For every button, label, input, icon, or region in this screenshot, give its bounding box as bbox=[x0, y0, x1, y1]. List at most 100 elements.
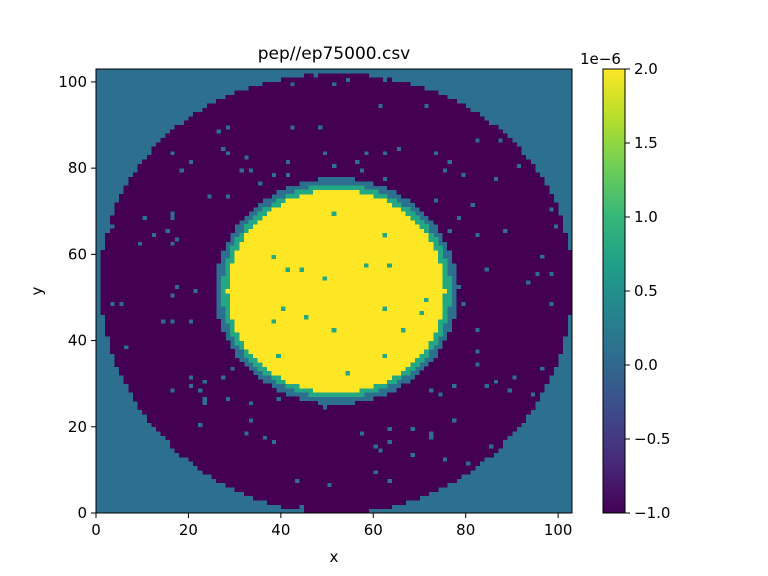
heatmap-cell bbox=[151, 146, 222, 152]
heatmap-cell bbox=[239, 232, 245, 238]
heatmap-cell bbox=[437, 228, 448, 234]
heatmap-cell bbox=[109, 349, 236, 354]
heatmap-cell bbox=[276, 198, 286, 204]
heatmap-cell bbox=[308, 314, 444, 320]
heatmap-cell bbox=[109, 219, 240, 225]
heatmap-cell bbox=[544, 254, 573, 260]
heatmap-cell bbox=[470, 461, 480, 466]
heatmap-cell bbox=[387, 232, 430, 238]
heatmap-cell bbox=[502, 137, 513, 143]
heatmap-cell bbox=[285, 306, 383, 311]
heatmap-cell bbox=[327, 275, 444, 281]
colorbar-gradient bbox=[602, 68, 626, 514]
heatmap-cell bbox=[368, 150, 383, 156]
heatmap-cell bbox=[169, 439, 273, 445]
heatmap-cell bbox=[428, 232, 434, 238]
heatmap-cell bbox=[493, 444, 504, 449]
heatmap-cell bbox=[451, 323, 568, 329]
heatmap-cell bbox=[299, 194, 374, 199]
heatmap-cell bbox=[442, 314, 448, 320]
heatmap-cell bbox=[387, 392, 439, 398]
heatmap-cell bbox=[303, 504, 393, 510]
heatmap-cell bbox=[128, 383, 189, 389]
heatmap-cell bbox=[294, 189, 314, 195]
heatmap-cell bbox=[479, 362, 559, 367]
heatmap-cell bbox=[401, 383, 453, 389]
heatmap-cell bbox=[193, 112, 480, 117]
heatmap-cell bbox=[100, 280, 217, 285]
heatmap-cell bbox=[442, 306, 448, 311]
heatmap-cell bbox=[442, 310, 448, 316]
heatmap-cell bbox=[401, 206, 411, 212]
heatmap-cell bbox=[488, 383, 545, 389]
heatmap-cell bbox=[160, 431, 245, 436]
heatmap-cell bbox=[100, 301, 111, 307]
heatmap-cell bbox=[266, 366, 407, 372]
heatmap-cell bbox=[391, 375, 402, 380]
colorbar-tick-label: 1.5 bbox=[634, 134, 658, 152]
heatmap-cell bbox=[206, 400, 249, 406]
heatmap-cell bbox=[119, 370, 254, 376]
heatmap-cell bbox=[137, 168, 180, 173]
heatmap-cell bbox=[414, 219, 425, 225]
heatmap-cell bbox=[174, 241, 226, 247]
heatmap-cell bbox=[387, 150, 434, 156]
plot-area bbox=[96, 69, 573, 514]
heatmap-cell bbox=[100, 258, 222, 264]
heatmap-cell bbox=[456, 280, 527, 285]
heatmap-cell bbox=[248, 219, 259, 225]
heatmap-cell bbox=[276, 353, 282, 359]
heatmap-cell bbox=[230, 297, 425, 303]
heatmap-cell bbox=[442, 301, 453, 307]
heatmap-cell bbox=[336, 163, 517, 169]
heatmap-cell bbox=[266, 500, 407, 505]
heatmap-cell bbox=[137, 400, 203, 406]
heatmap-cell bbox=[137, 163, 333, 169]
heatmap-cell bbox=[535, 392, 541, 398]
heatmap-cell bbox=[285, 383, 300, 389]
heatmap-cell bbox=[382, 448, 499, 454]
heatmap-cell bbox=[327, 150, 365, 156]
heatmap-cell bbox=[419, 224, 430, 229]
heatmap-cell bbox=[442, 344, 564, 350]
heatmap-cell bbox=[128, 181, 259, 186]
heatmap-cell bbox=[114, 301, 120, 307]
heatmap-cell bbox=[405, 327, 439, 333]
heatmap-cell bbox=[105, 323, 222, 329]
heatmap-cell bbox=[174, 387, 199, 393]
heatmap-cell bbox=[299, 383, 374, 389]
heatmap-cell bbox=[276, 172, 286, 178]
heatmap-cell bbox=[174, 448, 379, 454]
heatmap-cell bbox=[206, 379, 263, 385]
heatmap-cell bbox=[424, 297, 430, 303]
heatmap-cell bbox=[230, 310, 420, 316]
heatmap-cell bbox=[331, 211, 337, 216]
heatmap-cell bbox=[530, 280, 573, 285]
heatmap-cell bbox=[442, 297, 453, 303]
heatmap-cell bbox=[359, 387, 379, 393]
heatmap-cell bbox=[105, 241, 138, 247]
heatmap-cell bbox=[230, 254, 236, 260]
heatmap-cell bbox=[424, 366, 541, 372]
heatmap-cell bbox=[100, 284, 175, 290]
heatmap-cell bbox=[230, 267, 286, 273]
heatmap-cell bbox=[442, 280, 453, 285]
heatmap-cell bbox=[456, 288, 573, 294]
heatmap-cell bbox=[225, 482, 328, 488]
heatmap-cell bbox=[465, 172, 541, 178]
heatmap-cell bbox=[230, 327, 236, 333]
heatmap-cell bbox=[437, 353, 559, 359]
heatmap-cell bbox=[165, 319, 171, 324]
heatmap-cell bbox=[225, 310, 231, 316]
heatmap-cell bbox=[368, 262, 388, 268]
heatmap-cell bbox=[456, 314, 568, 320]
heatmap-cell bbox=[479, 327, 568, 333]
y-tick-label: 0 bbox=[77, 504, 87, 522]
heatmap-cell bbox=[359, 189, 379, 195]
heatmap-cell bbox=[239, 331, 434, 337]
heatmap-cell bbox=[428, 237, 439, 242]
heatmap-cell bbox=[271, 375, 282, 380]
heatmap-cell bbox=[220, 297, 231, 303]
heatmap-cell bbox=[151, 422, 199, 428]
heatmap-cell bbox=[433, 241, 439, 247]
